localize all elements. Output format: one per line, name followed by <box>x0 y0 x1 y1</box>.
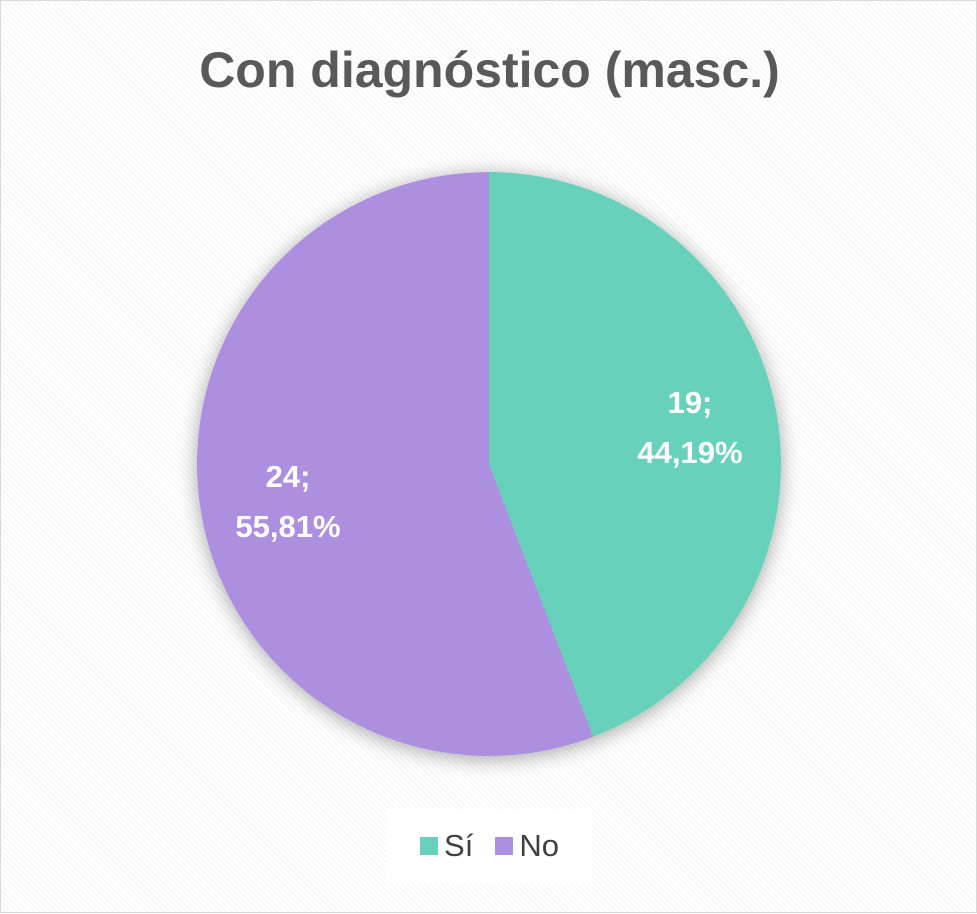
legend-swatch-no <box>495 837 514 855</box>
legend-label-si: Sí <box>444 828 474 863</box>
data-label-si: 19; 44,19% <box>637 385 742 470</box>
chart-title: Con diagnóstico (masc.) <box>199 42 780 98</box>
pie-slice-no <box>197 172 594 756</box>
pie-slice-si <box>489 172 782 737</box>
legend: Sí No <box>387 809 592 883</box>
legend-item-no: No <box>495 828 559 864</box>
legend-item-si: Sí <box>420 828 473 864</box>
legend-swatch-si <box>420 837 439 855</box>
data-label-no: 24; 55,81% <box>235 459 340 544</box>
legend-label-no: No <box>519 828 559 863</box>
